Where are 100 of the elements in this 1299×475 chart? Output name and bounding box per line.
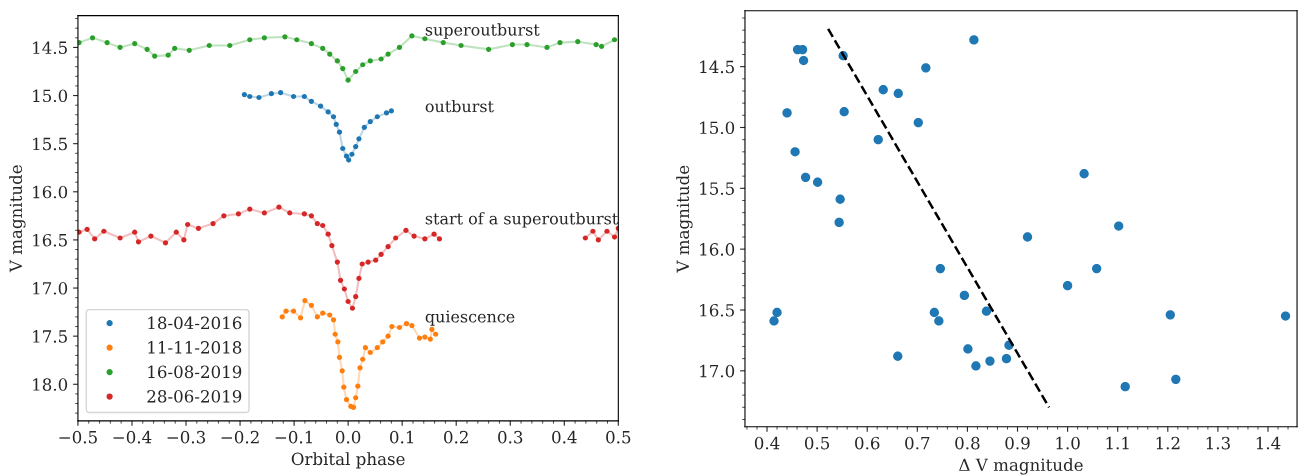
x-tick-label: 1.0 (1056, 436, 1080, 450)
point (798, 55, 809, 66)
x-tick-label: 0.4 (754, 436, 780, 450)
x-tick-label: −0.3 (167, 430, 206, 444)
point (595, 237, 601, 243)
point (261, 35, 267, 41)
x-tick-label: 0.6 (855, 436, 880, 450)
point (373, 257, 379, 263)
y-tick-label: 16.5 (33, 233, 67, 247)
point (185, 221, 191, 228)
point (835, 194, 845, 204)
point (873, 135, 883, 145)
point (359, 261, 365, 267)
point (314, 220, 320, 227)
point (341, 384, 347, 390)
y-axis-title: V magnitude (676, 165, 693, 273)
point (1079, 169, 1089, 179)
point (135, 239, 142, 245)
legend-label: 16-08-2019 (148, 365, 242, 379)
point (380, 339, 386, 345)
point (353, 68, 359, 75)
point (247, 37, 253, 43)
point (345, 77, 351, 83)
y-tick-label: 18.0 (33, 378, 68, 391)
point (782, 108, 792, 118)
point (345, 298, 351, 305)
y-tick-label: 15.0 (33, 89, 68, 103)
point (283, 308, 289, 314)
point (341, 286, 347, 292)
point (336, 129, 343, 135)
point (282, 34, 288, 40)
point (84, 226, 90, 232)
point (981, 306, 992, 316)
point (893, 351, 903, 361)
point (878, 85, 888, 95)
point (353, 395, 359, 401)
point (389, 323, 395, 330)
point (268, 91, 274, 97)
point (308, 213, 314, 219)
point (971, 361, 981, 371)
point (227, 42, 233, 49)
point (374, 345, 380, 351)
annotation: quiescence (425, 310, 515, 326)
point (302, 297, 308, 304)
point (132, 40, 138, 47)
point (325, 109, 331, 115)
point (582, 235, 588, 241)
point (210, 220, 216, 227)
point (1022, 232, 1033, 242)
point (524, 41, 530, 48)
annotation: start of a superoutburst (425, 212, 619, 228)
point (427, 336, 433, 342)
y-axis-title: V magnitude (9, 165, 26, 273)
x-tick-label: 0.5 (606, 430, 631, 444)
point (590, 228, 596, 234)
point (598, 43, 605, 50)
x-tick-label: −0.5 (59, 430, 97, 444)
point (935, 263, 946, 274)
point (294, 37, 300, 43)
point (277, 90, 284, 96)
point (287, 210, 293, 216)
point (241, 91, 247, 98)
point (349, 305, 356, 311)
x-tick-label: 0.9 (1005, 436, 1030, 450)
point (367, 349, 373, 356)
point (362, 345, 369, 351)
point (343, 153, 350, 159)
point (385, 244, 391, 250)
point (332, 331, 338, 337)
point (297, 315, 304, 321)
point (117, 44, 123, 51)
point (340, 66, 346, 72)
point (393, 235, 399, 241)
point (132, 229, 138, 235)
point (383, 110, 390, 116)
point (333, 121, 339, 128)
point (356, 275, 362, 282)
point (593, 41, 599, 48)
point (356, 136, 362, 142)
point (320, 222, 326, 229)
point (308, 98, 314, 104)
point (173, 229, 179, 235)
point (206, 42, 212, 49)
point (314, 314, 320, 320)
point (117, 235, 123, 241)
y-tick-label: 14.5 (700, 60, 734, 74)
point (152, 53, 158, 59)
point (611, 37, 618, 43)
point (839, 107, 849, 117)
point (353, 143, 359, 150)
point (365, 259, 371, 265)
point (1171, 374, 1181, 384)
point (1114, 221, 1124, 231)
point (1120, 381, 1130, 392)
point (396, 324, 403, 331)
point (340, 145, 346, 152)
point (301, 93, 307, 100)
point (360, 62, 366, 68)
point (104, 40, 110, 46)
point (429, 326, 435, 333)
